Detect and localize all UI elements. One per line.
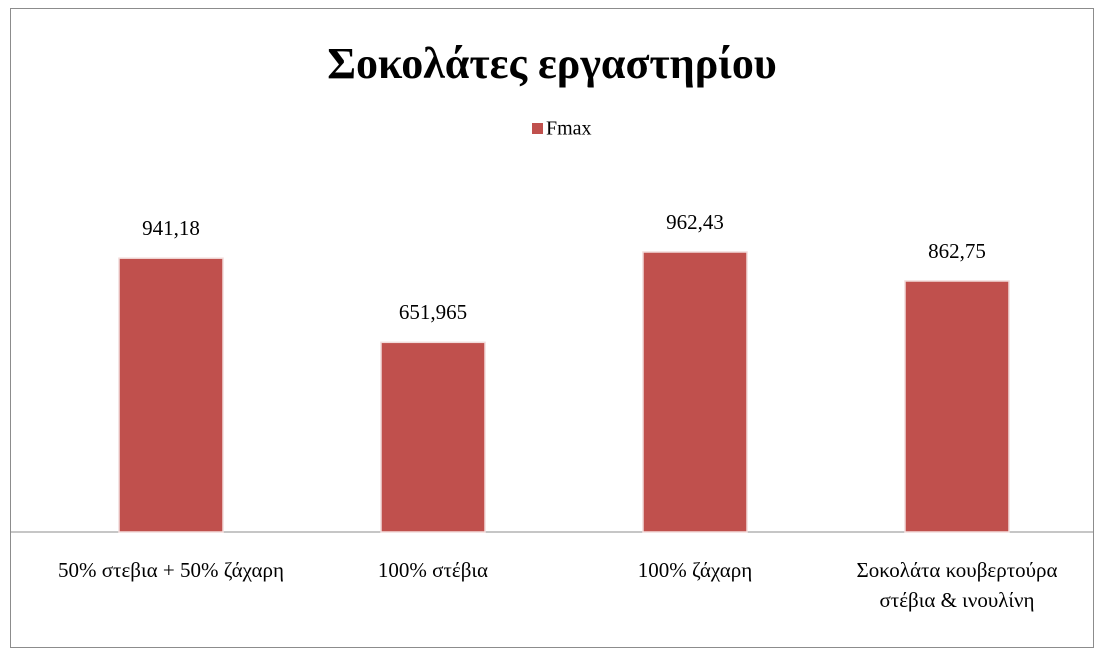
chart-title: Σοκολάτες εργαστηρίου bbox=[327, 39, 776, 88]
bar bbox=[642, 251, 748, 533]
x-tick-label: 100% ζάχαρη bbox=[637, 558, 753, 582]
bar bbox=[904, 280, 1010, 533]
bar bbox=[118, 257, 224, 533]
chart: Σοκολάτες εργαστηρίου Fmax 941,18 651,965… bbox=[10, 39, 1094, 533]
data-label: 941,18 bbox=[142, 216, 200, 240]
x-tick-label: 100% στέβια bbox=[377, 558, 489, 582]
data-label: 651,965 bbox=[399, 300, 467, 324]
data-label: 862,75 bbox=[928, 239, 986, 263]
page: Σοκολάτες εργαστηρίου Fmax 941,18 651,965… bbox=[10, 8, 1094, 648]
legend-swatch bbox=[532, 123, 543, 134]
bar bbox=[380, 341, 486, 533]
x-tick-label: 50% στεβια + 50% ζάχαρη bbox=[57, 558, 284, 582]
legend-label: Fmax bbox=[546, 118, 592, 140]
data-label: 962,43 bbox=[666, 210, 724, 234]
x-tick-label: Σοκολάτα κουβερτούρα στέβια & ινουλίνη bbox=[856, 558, 1058, 612]
